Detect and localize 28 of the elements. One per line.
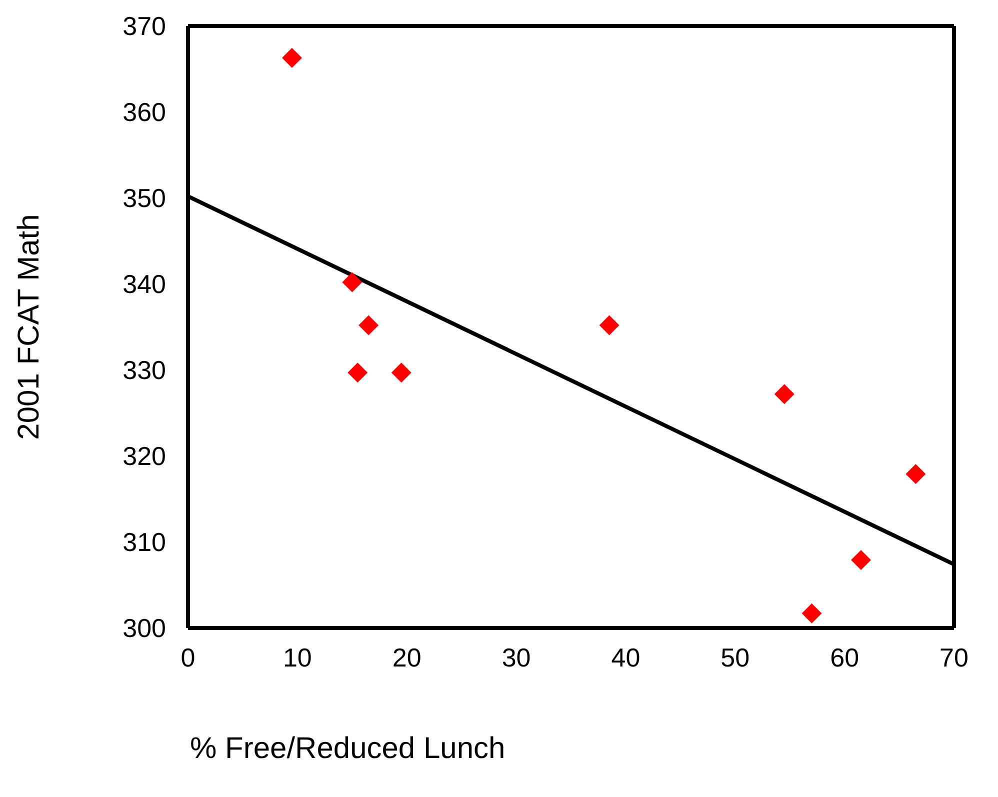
point: [348, 362, 368, 383]
point: [850, 550, 871, 570]
x-axis-title: % Free/Reduced Lunch: [190, 732, 506, 765]
point: [282, 48, 302, 68]
x-tick-label: 40: [611, 642, 640, 672]
y-axis-title: 2001 FCAT Math: [12, 214, 46, 440]
y-tick-label: 310: [122, 527, 166, 558]
point: [599, 315, 620, 336]
y-tick-label: 340: [122, 269, 166, 300]
x-tick-label: 70: [940, 642, 968, 672]
point: [774, 384, 794, 404]
x-tick-label: 10: [282, 642, 312, 672]
y-tick-label: 320: [122, 441, 166, 472]
y-tick-label: 300: [122, 613, 166, 644]
point: [906, 464, 926, 484]
x-tick-label: 0: [180, 642, 196, 672]
x-tick-label: 60: [830, 642, 860, 672]
x-tick-label: 50: [720, 642, 750, 672]
y-tick-label: 350: [122, 183, 166, 214]
y-tick-label: 360: [122, 97, 166, 128]
y-tick-label: 370: [122, 11, 166, 42]
x-tick-label: 20: [392, 642, 422, 672]
point: [802, 603, 822, 624]
x-tick-label: 30: [502, 642, 531, 672]
point: [342, 272, 362, 292]
point: [358, 315, 379, 336]
point: [391, 362, 412, 383]
y-tick-label: 330: [122, 355, 166, 386]
